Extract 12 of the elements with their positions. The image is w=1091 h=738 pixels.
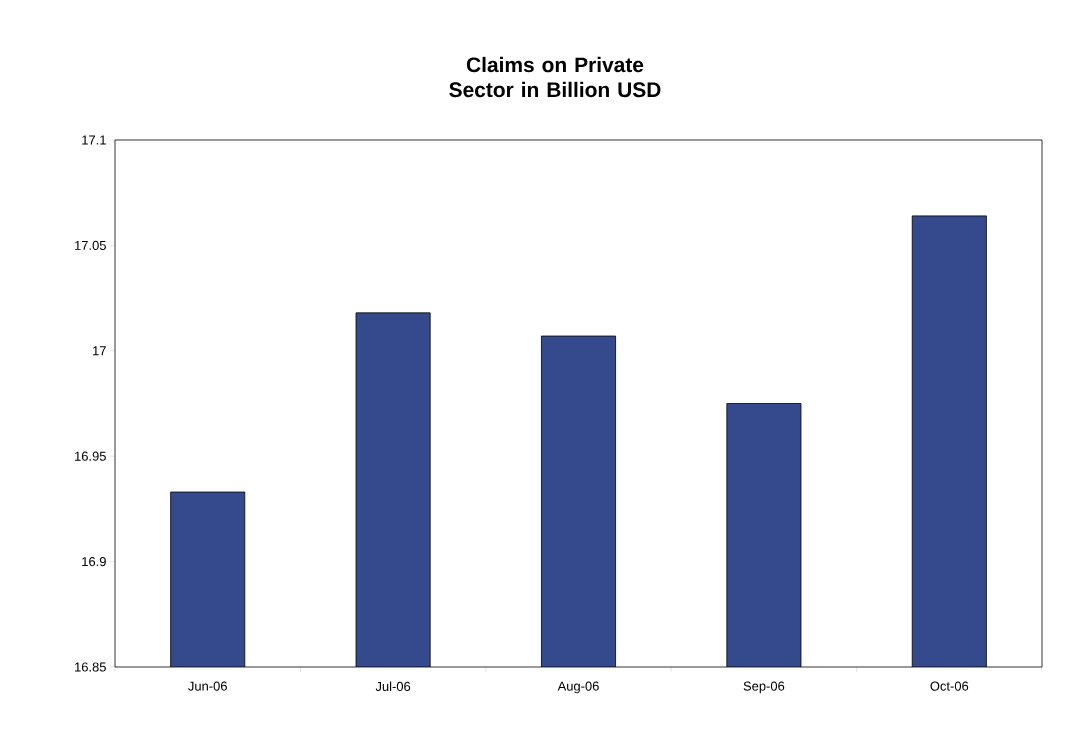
x-tick-label: Oct-06 [930,681,969,691]
y-tick-label: 17.05 [75,240,106,250]
y-tick-label: 16.95 [75,451,106,461]
y-tick-label: 17.1 [82,135,106,145]
x-tick-label: Aug-06 [557,681,599,694]
x-tick-label: Jun-06 [188,681,227,691]
y-tick-label: 17 [93,346,106,356]
y-tick-label: 16.85 [75,662,106,672]
x-tick-label: Jul-06 [375,681,411,692]
x-tick-label: Sep-06 [743,681,785,694]
y-tick-label: 16.9 [82,557,106,567]
chart-title: Claims on Private Sector in Billion USD [449,56,661,98]
